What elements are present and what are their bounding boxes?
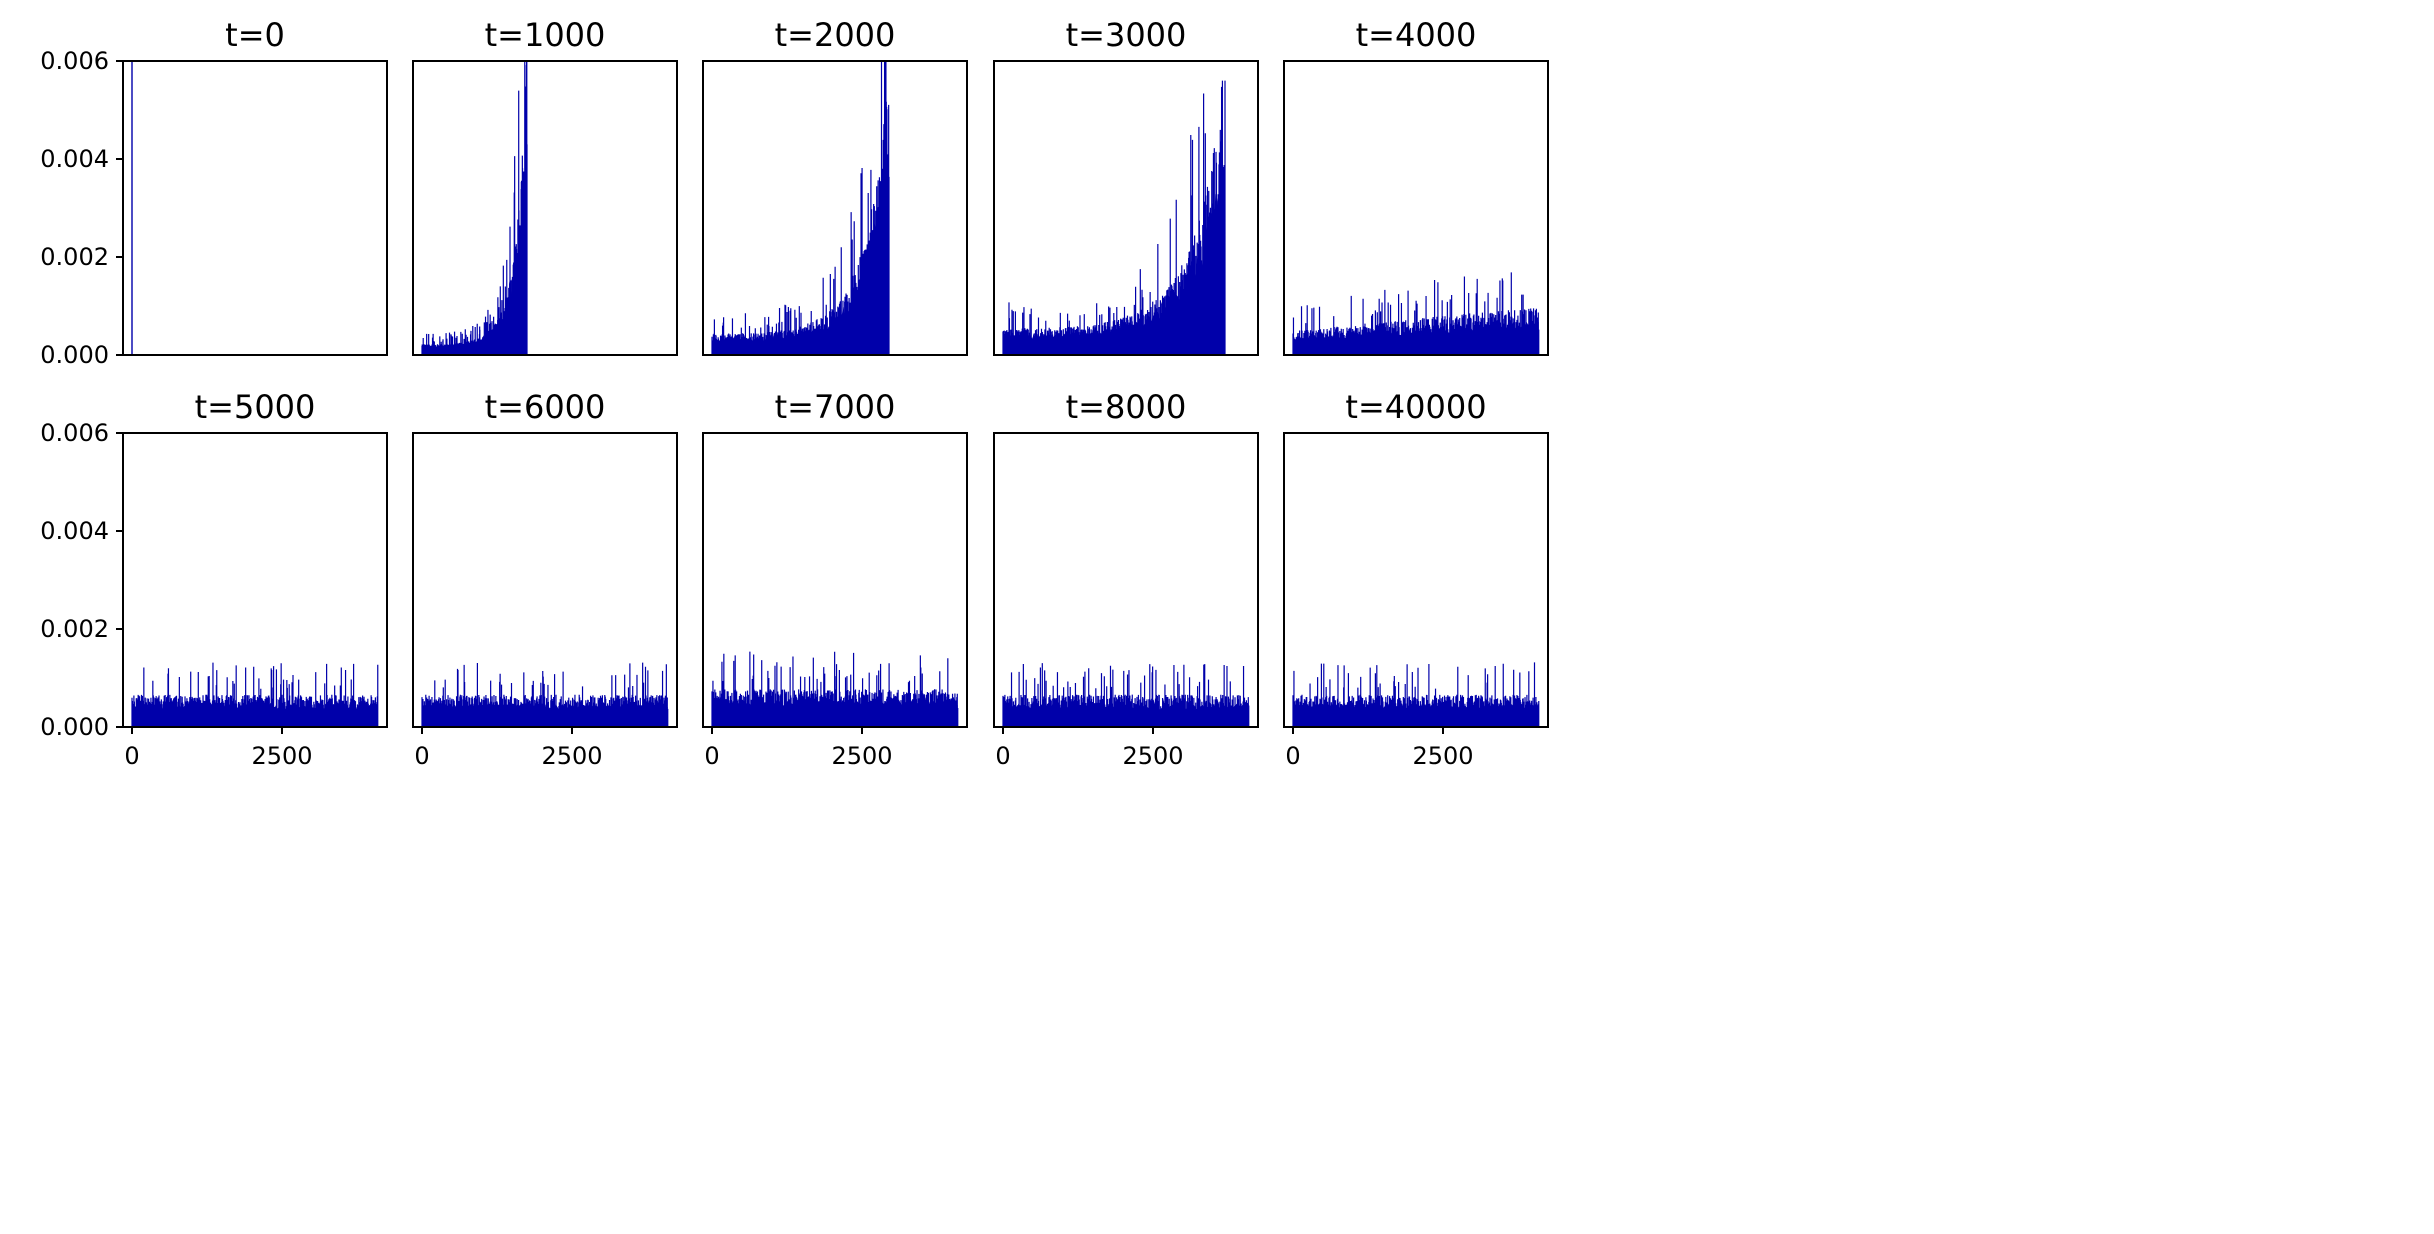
axes-frame [412, 432, 678, 728]
bar-lines [1292, 662, 1540, 727]
y-tick-label: 0.004 [40, 517, 109, 545]
y-tick-label: 0.006 [40, 47, 109, 75]
subplot-title: t=1000 [485, 16, 606, 54]
subplot-title: t=40000 [1345, 388, 1486, 426]
axes-frame [122, 432, 388, 728]
x-tick-label: 2500 [1122, 742, 1183, 770]
y-tick-label: 0.000 [40, 713, 109, 741]
y-tick-label: 0.002 [40, 243, 109, 271]
series-bars [711, 651, 959, 727]
histogram-grid-figure: t=0 0.000 0.002 0.004 0.006 t=1000 t=2000 t=300… [40, 16, 1549, 770]
series-bars [421, 662, 669, 727]
x-tick-label: 0 [1285, 742, 1300, 770]
bar-lines [711, 651, 959, 727]
subplot-1: t=0 0.000 0.002 0.004 0.006 [40, 16, 388, 369]
bar-lines [421, 61, 528, 355]
subplot-10: t=40000 0 2500 [1283, 388, 1549, 770]
series-bars [711, 61, 890, 355]
y-tick-label: 0.002 [40, 615, 109, 643]
series-bars [421, 61, 528, 355]
series-bars [1002, 663, 1250, 727]
series-bars [1002, 80, 1226, 355]
axes-frame [993, 432, 1259, 728]
bar-lines [711, 61, 890, 355]
subplot-4: t=3000 [993, 16, 1259, 356]
axes-frame [1283, 432, 1549, 728]
x-tick-label: 0 [124, 742, 139, 770]
axes-frame [702, 432, 968, 728]
x-tick-label: 0 [995, 742, 1010, 770]
subplot-8: t=7000 0 2500 [702, 388, 968, 770]
y-tick-label: 0.006 [40, 419, 109, 447]
x-tick-label: 2500 [1412, 742, 1473, 770]
subplot-title: t=2000 [775, 16, 896, 54]
x-tick-label: 2500 [541, 742, 602, 770]
bar-lines [1292, 272, 1540, 355]
axes-frame [122, 60, 388, 356]
series-bars [131, 662, 379, 727]
x-tick-label: 0 [414, 742, 429, 770]
subplot-7: t=6000 0 2500 [412, 388, 678, 770]
x-tick-label: 2500 [251, 742, 312, 770]
subplot-5: t=4000 [1283, 16, 1549, 356]
axes-frame [993, 60, 1259, 356]
subplot-title: t=6000 [485, 388, 606, 426]
subplot-title: t=4000 [1356, 16, 1477, 54]
subplot-title: t=8000 [1066, 388, 1187, 426]
bar-lines [1002, 80, 1226, 355]
series-bars [1292, 662, 1540, 727]
x-tick-label: 0 [704, 742, 719, 770]
axes-frame [1283, 60, 1549, 356]
subplot-2: t=1000 [412, 16, 678, 356]
bar-lines [421, 662, 669, 727]
subplot-3: t=2000 [702, 16, 968, 356]
subplot-title: t=5000 [195, 388, 316, 426]
bar-lines [131, 662, 379, 727]
axes-frame [412, 60, 678, 356]
y-tick-label: 0.004 [40, 145, 109, 173]
y-tick-label: 0.000 [40, 341, 109, 369]
subplot-title: t=7000 [775, 388, 896, 426]
subplot-title: t=3000 [1066, 16, 1187, 54]
bar-lines [1002, 663, 1250, 727]
subplot-title: t=0 [225, 16, 285, 54]
series-bars [1292, 272, 1540, 355]
subplot-6: t=5000 0.000 0.002 0.004 0.006 0 2500 [40, 388, 388, 770]
subplot-9: t=8000 0 2500 [993, 388, 1259, 770]
x-tick-label: 2500 [831, 742, 892, 770]
axes-frame [702, 60, 968, 356]
